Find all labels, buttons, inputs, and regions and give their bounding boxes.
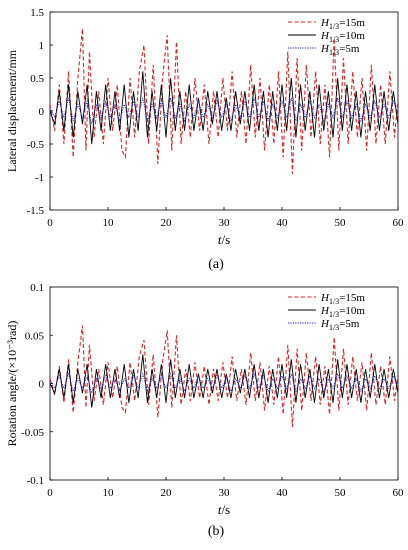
x-axis-label: t/s bbox=[218, 232, 230, 247]
legend-label-1: H1/3=15m bbox=[320, 292, 365, 306]
x-tick-label: 60 bbox=[393, 487, 405, 499]
x-tick-label: 50 bbox=[335, 487, 347, 499]
x-tick-label: 40 bbox=[277, 217, 289, 229]
x-tick-label: 0 bbox=[47, 217, 53, 229]
legend-label-2: H1/3=10m bbox=[320, 30, 365, 44]
panel-label: (a) bbox=[208, 257, 224, 272]
legend-val: =5m bbox=[339, 318, 360, 330]
legend-label-3: H1/3=5m bbox=[320, 318, 360, 332]
y-tick-label: 0 bbox=[39, 379, 45, 391]
x-axis-label-var: t bbox=[218, 232, 222, 247]
legend-var: H bbox=[320, 30, 330, 42]
x-axis-label-unit: /s bbox=[221, 232, 230, 247]
legend-val: =15m bbox=[339, 17, 365, 29]
legend-var: H bbox=[320, 43, 330, 55]
x-tick-label: 20 bbox=[161, 217, 173, 229]
legend-sub: 1/3 bbox=[329, 22, 339, 31]
chart-panel-a: 0 10 20 30 40 50 60 -1.5 -1 -0.5 0 0.5 1 1.5 t/s Latera… bbox=[5, 7, 404, 272]
series-line-3 bbox=[50, 372, 398, 395]
legend-sub: 1/3 bbox=[329, 323, 339, 332]
legend-sub: 1/3 bbox=[329, 310, 339, 319]
y-tick-label: 1.5 bbox=[30, 7, 44, 19]
series-group bbox=[50, 325, 398, 427]
y-tick-label: 0 bbox=[39, 106, 45, 118]
y-tick-label: -0.5 bbox=[27, 139, 45, 151]
y-tick-label: -1 bbox=[35, 172, 44, 184]
series-line-1 bbox=[50, 325, 398, 427]
x-tick-label: 30 bbox=[219, 217, 231, 229]
legend-sub: 1/3 bbox=[329, 297, 339, 306]
y-tick-label: -0.1 bbox=[27, 475, 44, 487]
y-axis-label: Lateral displacement/mm bbox=[5, 49, 19, 172]
panel-label: (b) bbox=[208, 524, 225, 539]
y-tick-label: 0.1 bbox=[30, 282, 44, 294]
series-line-3 bbox=[50, 97, 398, 125]
legend-label-2: H1/3=10m bbox=[320, 305, 365, 319]
series-line-2 bbox=[50, 354, 398, 408]
y-tick-label: -0.05 bbox=[21, 427, 44, 439]
legend-var: H bbox=[320, 305, 330, 317]
chart-panel-b: 0 10 20 30 40 50 60 -0.1 -0.05 0 0.05 0.1 t/s Rotatio… bbox=[5, 282, 404, 539]
x-tick-label: 10 bbox=[103, 217, 115, 229]
legend-label-1: H1/3=15m bbox=[320, 17, 365, 31]
y-tick-label: 0.5 bbox=[30, 73, 44, 85]
legend-val: =5m bbox=[339, 43, 360, 55]
series-line-1 bbox=[50, 28, 398, 174]
legend-val: =10m bbox=[339, 30, 365, 42]
x-tick-label: 40 bbox=[277, 487, 289, 499]
series-group bbox=[50, 28, 398, 174]
legend-var: H bbox=[320, 292, 330, 304]
y-tick-label: -1.5 bbox=[27, 205, 45, 217]
legend-sub: 1/3 bbox=[329, 35, 339, 44]
y-axis-label: Rotation angle/(×10⁻³rad) bbox=[5, 321, 19, 447]
y-tick-label: 1 bbox=[39, 40, 45, 52]
x-axis-label-unit: /s bbox=[221, 502, 230, 517]
legend-val: =10m bbox=[339, 305, 365, 317]
legend-var: H bbox=[320, 318, 330, 330]
x-tick-label: 60 bbox=[393, 217, 405, 229]
x-axis-label-var: t bbox=[218, 502, 222, 517]
legend-sub: 1/3 bbox=[329, 48, 339, 57]
legend-var: H bbox=[320, 17, 330, 29]
x-axis-label: t/s bbox=[218, 502, 230, 517]
x-tick-label: 10 bbox=[103, 487, 115, 499]
legend-label-3: H1/3=5m bbox=[320, 43, 360, 57]
x-tick-label: 30 bbox=[219, 487, 231, 499]
y-tick-label: 0.05 bbox=[25, 330, 45, 342]
x-tick-label: 50 bbox=[335, 217, 347, 229]
legend-val: =15m bbox=[339, 292, 365, 304]
x-tick-label: 20 bbox=[161, 487, 173, 499]
x-tick-label: 0 bbox=[47, 487, 53, 499]
